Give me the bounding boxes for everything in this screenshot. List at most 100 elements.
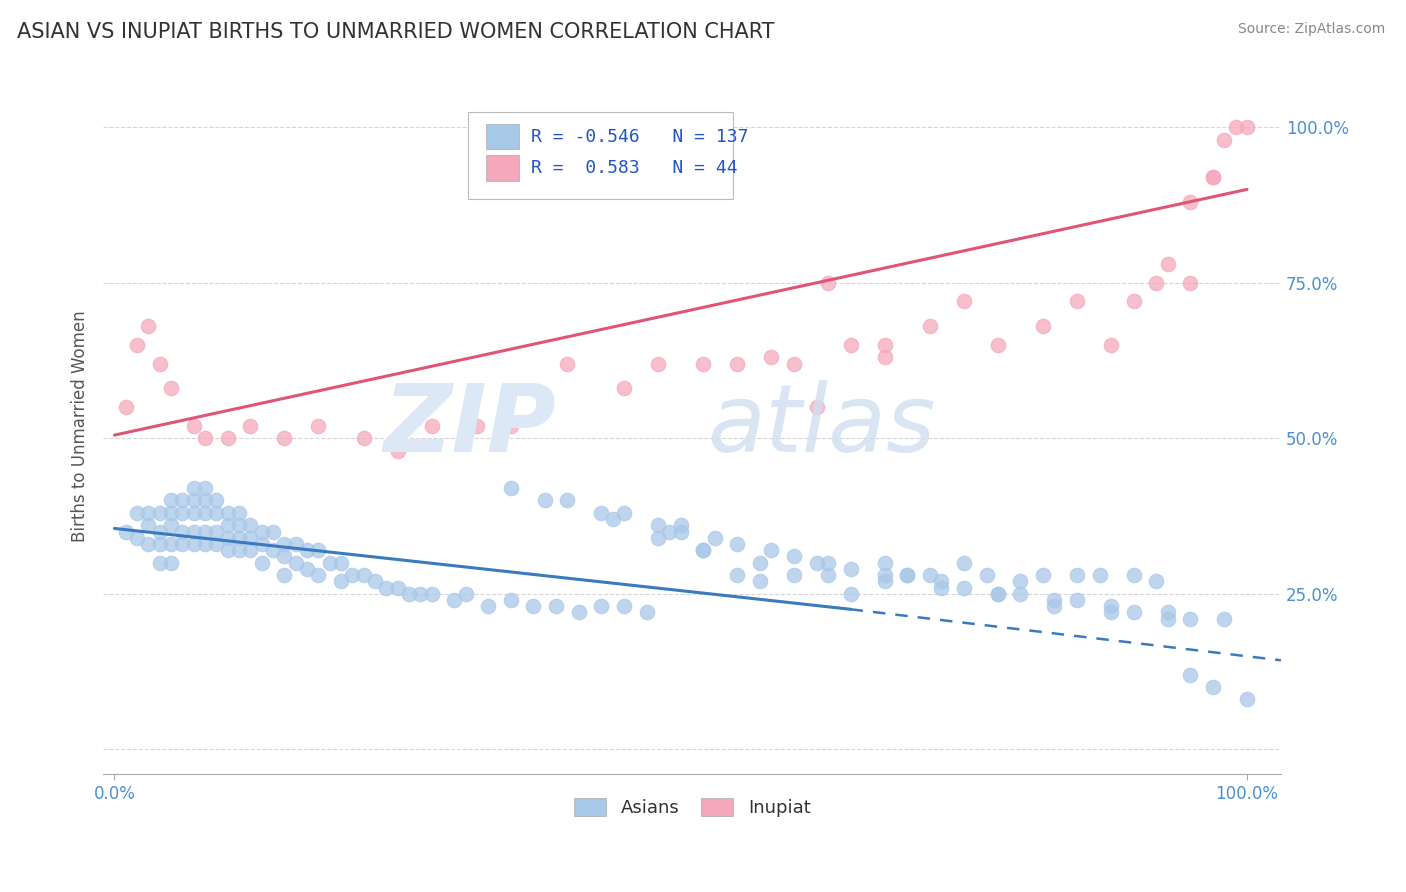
Point (1213, 612, 1236, 626)
Point (1066, 568, 1088, 582)
Point (194, 493, 217, 508)
Point (1066, 593, 1088, 607)
Point (783, 568, 806, 582)
Text: Source: ZipAtlas.com: Source: ZipAtlas.com (1237, 22, 1385, 37)
Point (1010, 587, 1032, 601)
Point (127, 531, 149, 545)
Point (239, 518, 262, 533)
Point (1122, 294, 1144, 309)
Point (873, 556, 896, 570)
Point (725, 568, 748, 582)
Point (250, 537, 273, 551)
Point (172, 506, 194, 520)
Point (761, 543, 783, 558)
Point (172, 537, 194, 551)
Point (953, 556, 976, 570)
Point (183, 524, 205, 539)
Point (273, 549, 295, 564)
Point (806, 556, 828, 570)
Point (1180, 276, 1202, 290)
Point (1157, 606, 1180, 620)
Text: R =  0.583   N = 44: R = 0.583 N = 44 (530, 159, 737, 177)
Point (839, 587, 862, 601)
Point (546, 599, 568, 614)
Point (929, 574, 952, 589)
Point (1236, 692, 1258, 706)
Point (217, 518, 239, 533)
Point (1157, 257, 1180, 271)
Point (839, 338, 862, 352)
Point (817, 276, 839, 290)
Point (1144, 276, 1167, 290)
Point (262, 543, 284, 558)
Point (602, 512, 624, 526)
Point (896, 568, 918, 582)
Point (1202, 169, 1225, 184)
FancyBboxPatch shape (468, 112, 734, 199)
Point (228, 531, 250, 545)
Point (194, 481, 217, 495)
Point (613, 599, 636, 614)
Point (273, 568, 295, 582)
Point (987, 338, 1010, 352)
Point (160, 556, 183, 570)
Point (205, 506, 228, 520)
Point (114, 524, 136, 539)
Point (353, 568, 375, 582)
Point (160, 506, 183, 520)
Text: ASIAN VS INUPIAT BIRTHS TO UNMARRIED WOMEN CORRELATION CHART: ASIAN VS INUPIAT BIRTHS TO UNMARRIED WOM… (17, 22, 775, 42)
Point (330, 556, 353, 570)
Point (205, 524, 228, 539)
Point (239, 543, 262, 558)
Point (217, 506, 239, 520)
Point (330, 574, 353, 589)
Point (409, 587, 432, 601)
Point (318, 556, 340, 570)
Point (149, 556, 172, 570)
Point (669, 524, 692, 539)
Point (749, 556, 772, 570)
Point (205, 493, 228, 508)
Point (1066, 294, 1088, 309)
Point (806, 400, 828, 414)
Point (929, 581, 952, 595)
Point (1099, 338, 1122, 352)
Point (465, 418, 488, 433)
Point (387, 443, 409, 458)
Text: R = -0.546   N = 137: R = -0.546 N = 137 (530, 128, 748, 145)
Point (149, 524, 172, 539)
Point (295, 562, 318, 576)
Bar (486, 155, 519, 180)
Point (398, 587, 420, 601)
Point (364, 574, 387, 589)
Point (1236, 120, 1258, 135)
Point (725, 537, 748, 551)
Point (284, 556, 307, 570)
Point (160, 518, 183, 533)
Point (761, 351, 783, 365)
Point (591, 506, 613, 520)
Point (1010, 574, 1032, 589)
Point (1213, 133, 1236, 147)
Point (194, 524, 217, 539)
Point (183, 418, 205, 433)
Point (250, 556, 273, 570)
Point (783, 357, 806, 371)
Point (205, 537, 228, 551)
Point (138, 319, 160, 334)
Point (284, 537, 307, 551)
Point (1157, 612, 1180, 626)
Point (725, 357, 748, 371)
Point (647, 518, 669, 533)
Point (918, 568, 941, 582)
Point (217, 431, 239, 445)
Point (1202, 680, 1225, 694)
Point (194, 506, 217, 520)
Point (1144, 574, 1167, 589)
Point (613, 506, 636, 520)
Point (420, 587, 443, 601)
Point (307, 543, 329, 558)
Point (873, 351, 896, 365)
Point (557, 493, 579, 508)
Point (749, 574, 772, 589)
